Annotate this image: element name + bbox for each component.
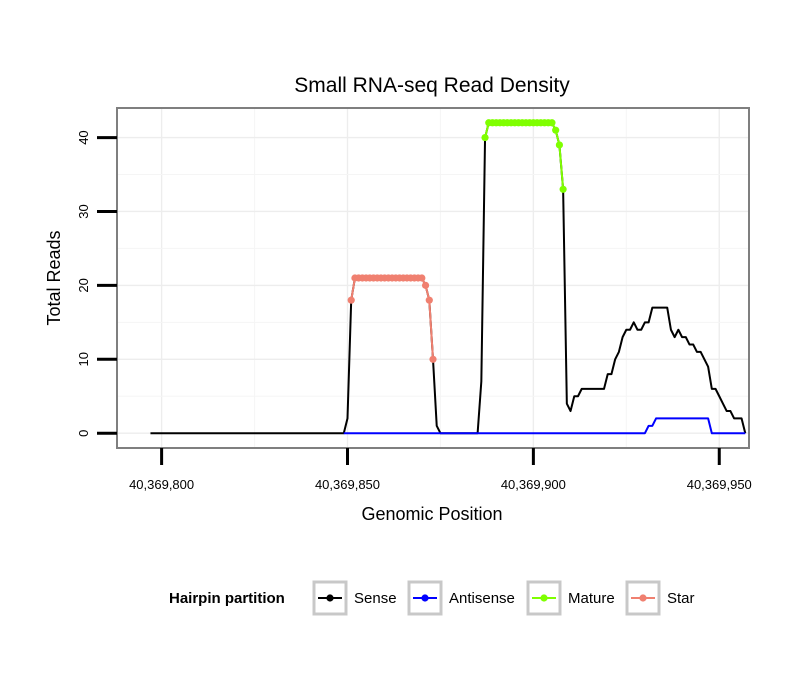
series-line-sense <box>150 121 747 435</box>
legend-label-antisense: Antisense <box>449 590 515 607</box>
y-tick-label: 10 <box>76 352 91 366</box>
legend: Hairpin partition Sense Antisense Mature St… <box>169 580 695 616</box>
series-line-star <box>350 277 434 360</box>
x-tick-label: 40,369,950 <box>687 477 752 492</box>
legend-key-point-mature <box>540 594 548 602</box>
legend-label-sense: Sense <box>354 590 397 607</box>
point-mature <box>481 133 489 142</box>
x-axis-label: Genomic Position <box>361 504 502 524</box>
legend-key-point-antisense <box>421 594 429 602</box>
legend-key-point-star <box>639 594 647 602</box>
x-tick-label: 40,369,900 <box>501 477 566 492</box>
x-tick-label: 40,369,850 <box>315 477 380 492</box>
chart-title: Small RNA-seq Read Density <box>294 74 570 97</box>
plot-series <box>150 119 747 435</box>
y-tick-label: 40 <box>76 130 91 144</box>
x-tick-label: 40,369,800 <box>129 477 194 492</box>
point-star <box>421 281 430 289</box>
plot-panel-border <box>116 107 750 449</box>
point-star <box>425 296 433 304</box>
y-tick-label: 20 <box>76 278 91 292</box>
y-tick-label: 30 <box>76 204 91 218</box>
legend-key-point-sense <box>326 594 334 602</box>
point-mature <box>552 126 560 134</box>
series-line-mature <box>484 121 565 190</box>
legend-label-star: Star <box>667 590 695 607</box>
point-star <box>418 274 426 282</box>
point-star <box>347 296 355 304</box>
point-star <box>429 355 437 363</box>
grid <box>117 108 749 448</box>
series-line-antisense <box>343 417 746 435</box>
y-tick-label: 0 <box>76 430 91 437</box>
y-axis-label: Total Reads <box>44 230 64 325</box>
legend-label-mature: Mature <box>568 590 615 607</box>
point-mature <box>559 185 567 193</box>
point-mature <box>548 119 556 127</box>
point-mature <box>555 141 564 149</box>
legend-title: Hairpin partition <box>169 590 285 607</box>
axes: 0 10 20 30 40 40,369,800 40,369,850 40,369,900 4… <box>76 130 752 492</box>
